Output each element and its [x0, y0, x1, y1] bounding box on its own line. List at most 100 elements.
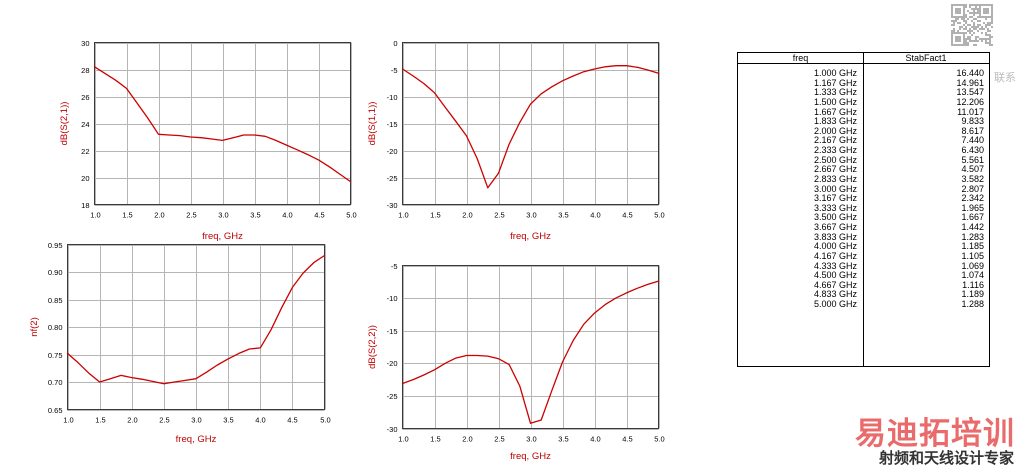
freq-cell: 2.333 GHz: [813, 145, 857, 155]
freq-cell: 5.000 GHz: [813, 299, 857, 309]
freq-cell: 2.167 GHz: [813, 135, 857, 146]
stabfact-cell: 1.116: [962, 279, 984, 290]
table-row: 2.667 GHz 4.507: [738, 165, 989, 175]
plot-frame: [402, 42, 659, 205]
chart-s11: 1.0 1.5 2.0 2.5 3.0 3.5 4.0 4.5 5.0 0 -5 -10 -15 -20 -…: [367, 39, 665, 242]
x-tick-label: 2.0: [462, 435, 472, 444]
stabfact-cell: 1.074: [961, 270, 984, 281]
freq-cell: 1.333 GHz: [813, 87, 857, 98]
freq-cell: 1.833 GHz: [813, 116, 857, 127]
x-tick-label: 4.0: [282, 211, 292, 220]
freq-cell: 2.833 GHz: [813, 173, 857, 184]
stabfact-cell: 14.961: [956, 77, 984, 88]
table-row: 1.833 GHz 9.833: [738, 116, 989, 127]
y-tick-label: -10: [387, 93, 398, 102]
table-row: 1.500 GHz 12.206: [738, 96, 989, 108]
x-tick-label: 5.0: [654, 435, 664, 444]
y-tick-label: -20: [387, 359, 398, 368]
x-tick-label: 1.5: [122, 211, 132, 220]
x-tick-label: 2.5: [494, 435, 504, 444]
table-row: 3.000 GHz 2.807: [738, 183, 989, 195]
freq-cell: 4.333 GHz: [813, 260, 857, 271]
x-tick-label: 5.0: [320, 416, 330, 425]
x-tick-label: 4.5: [622, 211, 632, 220]
freq-cell: 3.000 GHz: [813, 183, 857, 194]
stabfact-cell: 1.069: [961, 260, 984, 271]
y-tick-label: -30: [387, 201, 398, 210]
stabfact-cell: 6.430: [961, 145, 984, 155]
freq-cell: 3.500 GHz: [813, 212, 857, 223]
stabfact-cell: 2.807: [961, 183, 984, 194]
x-tick-label: 4.5: [314, 211, 324, 220]
x-tick-label: 3.0: [526, 435, 536, 444]
x-tick-label: 1.0: [90, 211, 100, 220]
y-tick-label: 24: [81, 120, 89, 129]
freq-cell: 1.167 GHz: [813, 77, 857, 88]
x-tick-label: 3.0: [218, 211, 228, 220]
y-tick-label: 28: [81, 66, 89, 75]
y-tick-label: 26: [81, 93, 89, 102]
stabfact-cell: 1.105: [961, 250, 984, 261]
column-header-stabfact1: StabFact1: [905, 53, 947, 63]
y-tick-label: -25: [387, 174, 398, 183]
y-tick-label: 0.80: [48, 323, 63, 332]
y-tick-label: -15: [387, 327, 398, 336]
table-row: 2.833 GHz 3.582: [738, 173, 989, 185]
x-tick-label: 1.5: [95, 416, 105, 425]
x-tick-label: 3.0: [191, 416, 201, 425]
y-tick-label: -10: [387, 294, 398, 303]
stabfact-cell: 1.965: [961, 202, 984, 213]
freq-cell: 3.167 GHz: [813, 193, 857, 204]
stability-factor-table[interactable]: freq StabFact1 1.000 GHz 16.440 1.167 GHz 1…: [737, 52, 990, 367]
x-tick-label: 4.0: [590, 211, 600, 220]
x-tick-label: 3.5: [223, 416, 233, 425]
stabfact-cell: 11.017: [957, 106, 984, 117]
stabfact-cell: 1.283: [961, 231, 984, 242]
x-tick-label: 4.0: [255, 416, 265, 425]
s22-trace-line[interactable]: [401, 280, 660, 424]
table-row: 3.333 GHz 1.965: [738, 202, 989, 214]
x-axis-label: freq, GHz: [176, 434, 217, 445]
s21-trace-line[interactable]: [93, 66, 352, 183]
y-tick-label: 0.75: [48, 351, 63, 360]
y-tick-label: 0.85: [48, 296, 63, 305]
x-tick-label: 2.0: [127, 416, 137, 425]
x-axis-label: freq, GHz: [510, 451, 551, 462]
x-tick-label: 1.5: [430, 435, 440, 444]
table-row: 4.000 GHz 1.185: [738, 242, 989, 252]
y-axis-label: dB(S(1,1)): [367, 102, 378, 146]
x-tick-label: 4.5: [622, 435, 632, 444]
stabfact-cell: 9.833: [961, 116, 984, 127]
y-tick-label: 0.70: [48, 378, 63, 387]
table-row: 2.167 GHz 7.440: [738, 136, 989, 146]
freq-cell: 4.833 GHz: [813, 289, 857, 300]
x-tick-label: 3.0: [526, 211, 536, 220]
table-body: 1.000 GHz 16.440 1.167 GHz 14.961 1.333 GHz 1…: [738, 64, 989, 310]
stabfact-cell: 2.342: [961, 193, 984, 204]
freq-cell: 4.167 GHz: [813, 250, 857, 261]
table-row: 3.833 GHz 1.283: [738, 231, 989, 243]
stabfact-cell: 5.561: [961, 154, 984, 165]
y-axis-label: dB(S(2,1)): [59, 102, 70, 146]
s11-trace-line[interactable]: [401, 65, 660, 189]
chart-nf2: 1.0 1.5 2.0 2.5 3.0 3.5 4.0 4.5 5.0 0.95 0.90 0.85 0…: [29, 241, 331, 445]
y-tick-label: -20: [387, 147, 398, 156]
freq-cell: 4.500 GHz: [813, 270, 857, 281]
table-row: 5.000 GHz 1.288: [738, 299, 989, 310]
freq-cell: 3.833 GHz: [813, 231, 857, 242]
y-tick-label: 0.65: [48, 406, 63, 415]
nf2-trace-line[interactable]: [66, 254, 326, 385]
y-tick-label: 0.90: [48, 268, 63, 277]
stabfact-cell: 1.185: [961, 241, 984, 252]
freq-cell: 4.000 GHz: [813, 241, 857, 252]
freq-cell: 1.500 GHz: [813, 96, 857, 107]
y-tick-label: 0.95: [48, 241, 63, 250]
freq-cell: 2.000 GHz: [813, 125, 857, 136]
y-tick-label: -25: [387, 392, 398, 401]
stabfact-cell: 4.507: [961, 164, 984, 175]
stabfact-cell: 1.442: [961, 222, 984, 232]
chart-s21: 1.0 1.5 2.0 2.5 3.0 3.5 4.0 4.5 5.0 30 28 26 24 22 20 1…: [59, 39, 357, 242]
x-tick-label: 4.5: [287, 416, 297, 425]
x-tick-label: 4.0: [590, 435, 600, 444]
